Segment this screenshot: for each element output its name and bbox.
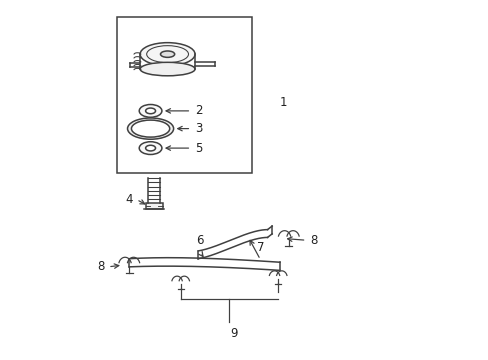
Text: 2: 2	[195, 104, 202, 117]
Text: 8: 8	[97, 260, 104, 273]
Text: 4: 4	[125, 193, 133, 206]
Text: 5: 5	[195, 141, 202, 154]
Ellipse shape	[140, 62, 195, 76]
Ellipse shape	[145, 108, 155, 114]
Ellipse shape	[140, 42, 195, 66]
Text: 9: 9	[230, 327, 237, 340]
Ellipse shape	[131, 120, 169, 137]
Text: 7: 7	[256, 242, 264, 255]
Text: 6: 6	[196, 234, 203, 247]
Ellipse shape	[127, 118, 173, 139]
Text: 1: 1	[279, 95, 287, 108]
Text: 8: 8	[309, 234, 317, 247]
Ellipse shape	[145, 145, 155, 151]
Bar	[145, 203, 163, 209]
Text: 3: 3	[195, 122, 202, 135]
Ellipse shape	[139, 104, 162, 117]
Bar	[117, 17, 251, 173]
Ellipse shape	[160, 51, 174, 57]
Ellipse shape	[139, 142, 162, 154]
